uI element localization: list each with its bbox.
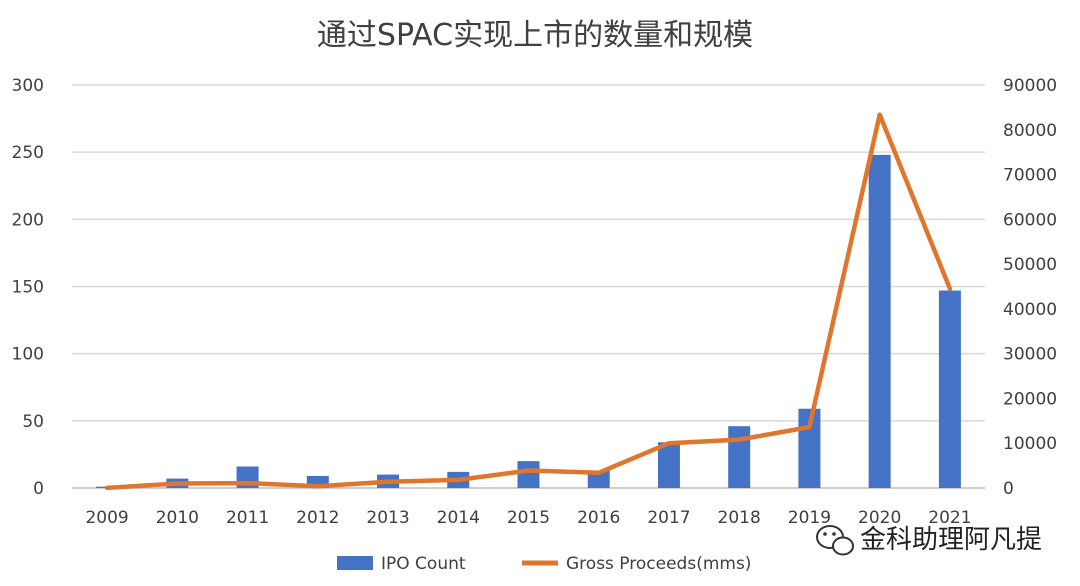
bar (657, 442, 680, 488)
bar (868, 154, 891, 488)
right-tick-label: 10000 (1003, 434, 1057, 454)
x-tick-label: 2011 (226, 508, 269, 528)
x-tick-label: 2020 (858, 508, 901, 528)
left-tick-label: 300 (12, 76, 44, 96)
left-tick-label: 100 (12, 345, 44, 365)
legend-label-ipo-count: IPO Count (381, 554, 466, 574)
right-axis: 0 10000 20000 30000 40000 50000 60000 70000 8000… (1003, 76, 1057, 499)
left-axis: 0 50 100 150 200 250 300 (12, 76, 44, 499)
bar (517, 461, 540, 488)
gridlines (72, 84, 985, 489)
x-tick-label: 2009 (85, 508, 128, 528)
right-tick-label: 50000 (1003, 255, 1057, 275)
left-tick-label: 50 (22, 412, 44, 432)
watermark: 金科助理阿凡提 (816, 525, 1042, 556)
right-tick-label: 70000 (1003, 166, 1057, 186)
left-tick-label: 150 (12, 278, 44, 298)
x-tick-label: 2017 (647, 508, 690, 528)
left-tick-label: 250 (12, 143, 44, 163)
right-tick-label: 80000 (1003, 121, 1057, 141)
line-series (104, 112, 953, 491)
chart-title: 通过SPAC实现上市的数量和规模 (317, 18, 753, 53)
x-tick-label: 2018 (718, 508, 761, 528)
bar (587, 470, 610, 488)
legend-label-gross-proceeds: Gross Proceeds(mms) (566, 554, 751, 574)
x-tick-label: 2012 (296, 508, 339, 528)
wechat-icon (816, 525, 854, 556)
x-tick-label: 2016 (577, 508, 620, 528)
x-axis: 2009 2010 2011 2012 2013 2014 2015 2016 2017 2018… (85, 508, 971, 528)
x-tick-label: 2019 (788, 508, 831, 528)
left-tick-label: 200 (12, 210, 44, 230)
legend-swatch-ipo-count (337, 556, 373, 570)
right-tick-label: 20000 (1003, 389, 1057, 409)
right-tick-label: 0 (1003, 479, 1014, 499)
x-tick-label: 2010 (156, 508, 199, 528)
gross-proceeds-line (104, 112, 953, 491)
left-tick-label: 0 (33, 479, 44, 499)
legend: IPO Count Gross Proceeds(mms) (337, 554, 751, 574)
x-tick-label: 2021 (928, 508, 971, 528)
right-tick-label: 60000 (1003, 210, 1057, 230)
x-tick-label: 2015 (507, 508, 550, 528)
right-tick-label: 30000 (1003, 345, 1057, 365)
right-tick-label: 40000 (1003, 300, 1057, 320)
watermark-text: 金科助理阿凡提 (860, 525, 1042, 555)
right-tick-label: 90000 (1003, 76, 1057, 96)
x-tick-label: 2013 (366, 508, 409, 528)
x-tick-label: 2014 (437, 508, 480, 528)
bar (938, 290, 961, 488)
bar (728, 426, 751, 488)
